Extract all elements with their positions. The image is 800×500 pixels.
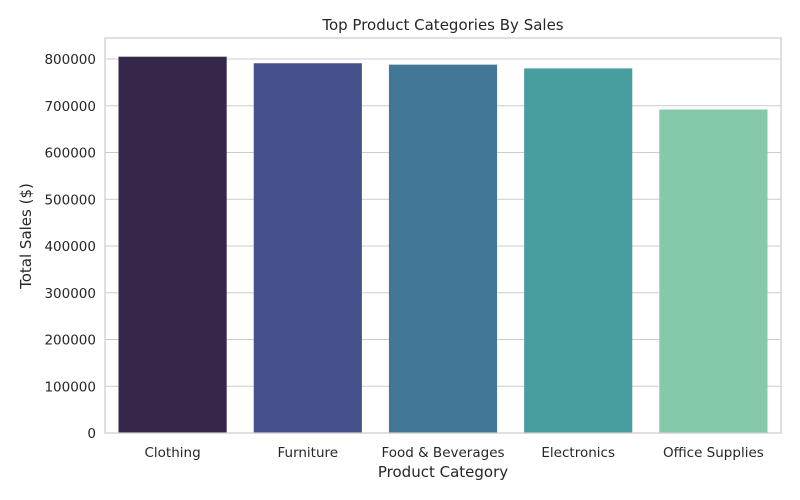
chart-title: Top Product Categories By Sales: [321, 16, 563, 34]
x-axis-label: Product Category: [378, 463, 508, 481]
y-tick-label: 600000: [44, 146, 96, 162]
x-tick-label: Food & Beverages: [381, 445, 504, 461]
bar-layer: [118, 56, 768, 434]
y-tick-labels: 0 100000 200000 300000 400000 500000 600000 700…: [44, 52, 96, 442]
x-tick-label: Office Supplies: [663, 445, 764, 461]
bar-furniture: [253, 63, 362, 433]
y-axis-label: Total Sales ($): [17, 183, 35, 290]
bar-office-supplies: [659, 109, 768, 433]
y-tick-label: 400000: [44, 239, 96, 255]
bar-clothing: [118, 56, 227, 434]
bar-electronics: [524, 68, 633, 433]
y-tick-label: 200000: [44, 333, 96, 349]
y-tick-label: 300000: [44, 286, 96, 302]
x-tick-label: Furniture: [277, 445, 338, 461]
x-tick-labels: Clothing Furniture Food & Beverages Electro…: [145, 445, 764, 461]
bar-food-beverages: [388, 64, 498, 434]
x-tick-label: Electronics: [541, 445, 615, 461]
x-tick-label: Clothing: [145, 445, 201, 461]
y-tick-label: 700000: [44, 99, 96, 115]
y-tick-label: 500000: [44, 192, 96, 208]
y-tick-label: 0: [87, 426, 96, 442]
plot-frame: [104, 37, 782, 434]
y-tick-label: 800000: [44, 52, 96, 68]
y-tick-label: 100000: [44, 379, 96, 395]
